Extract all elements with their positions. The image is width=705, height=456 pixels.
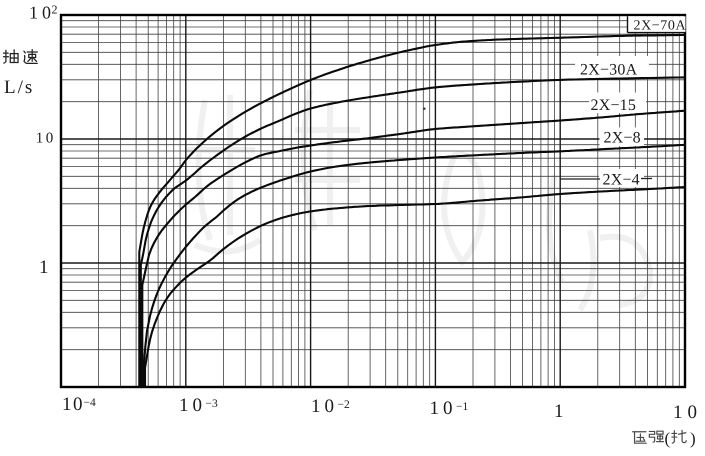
- svg-text:10: 10: [36, 131, 56, 147]
- svg-text:−2: −2: [338, 399, 350, 411]
- svg-text:10: 10: [62, 394, 84, 415]
- svg-text:(: (: [665, 429, 671, 448]
- svg-text:2X−30A: 2X−30A: [580, 62, 638, 79]
- svg-text:10: 10: [673, 402, 702, 423]
- svg-text:1: 1: [554, 401, 564, 422]
- svg-text:L/s: L/s: [4, 77, 34, 98]
- svg-text:1: 1: [39, 257, 49, 278]
- svg-text:−4: −4: [84, 397, 96, 409]
- svg-text:2X−8: 2X−8: [604, 130, 641, 147]
- svg-text:2X−15: 2X−15: [591, 97, 637, 114]
- svg-text:10: 10: [430, 398, 457, 419]
- svg-text:2: 2: [52, 3, 58, 17]
- svg-text:): ): [690, 429, 696, 448]
- svg-text:2X−4: 2X−4: [603, 172, 640, 189]
- svg-text:−1: −1: [456, 401, 468, 413]
- svg-text:10: 10: [311, 396, 338, 417]
- svg-text:2X−70A: 2X−70A: [634, 18, 687, 33]
- svg-text:−3: −3: [206, 398, 218, 410]
- svg-text:10: 10: [29, 3, 55, 23]
- svg-text:10: 10: [179, 395, 206, 416]
